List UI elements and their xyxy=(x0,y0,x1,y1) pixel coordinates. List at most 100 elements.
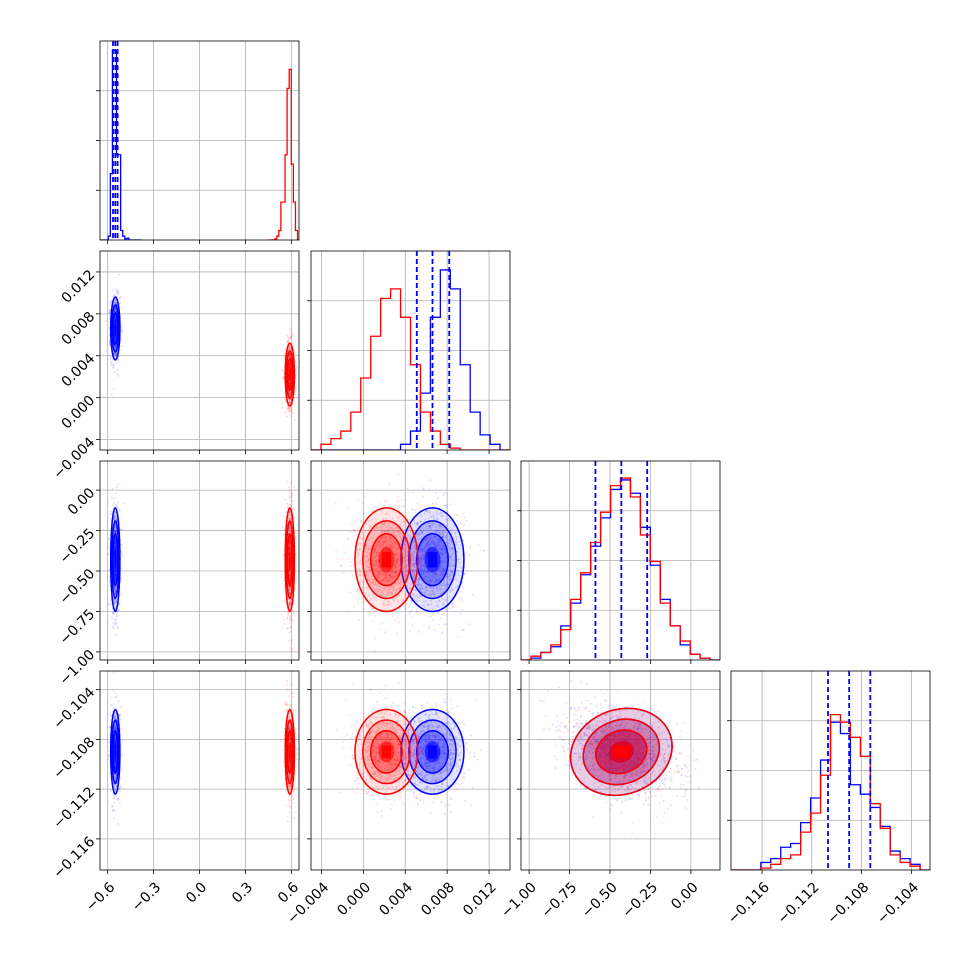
sample-point xyxy=(456,572,459,575)
sample-point xyxy=(425,589,428,592)
sample-point xyxy=(441,547,444,550)
sample-point xyxy=(438,584,441,587)
sample-point xyxy=(286,617,289,620)
sample-point xyxy=(437,518,440,521)
sample-point xyxy=(116,289,119,292)
sample-point xyxy=(443,504,446,507)
sample-point xyxy=(477,544,480,547)
sample-point xyxy=(288,363,291,366)
sample-point xyxy=(395,596,398,599)
sample-point xyxy=(289,328,291,331)
sample-point xyxy=(114,586,116,589)
sample-point xyxy=(394,598,397,601)
sample-point xyxy=(429,527,432,530)
sample-point xyxy=(289,347,291,350)
sample-point xyxy=(115,486,118,489)
sample-point xyxy=(289,337,292,340)
sample-point xyxy=(402,520,405,523)
sample-point xyxy=(411,593,414,596)
sample-point xyxy=(115,354,117,357)
sample-point xyxy=(114,307,117,310)
sample-point xyxy=(420,591,423,594)
sample-point xyxy=(288,383,291,386)
sample-point xyxy=(417,544,419,546)
sample-point xyxy=(399,580,402,583)
sample-point xyxy=(288,338,290,341)
sample-point xyxy=(421,541,424,544)
sample-point xyxy=(463,573,466,576)
sample-point xyxy=(353,606,356,609)
sample-point xyxy=(290,642,293,645)
sample-point xyxy=(114,590,117,593)
sample-point xyxy=(110,299,113,302)
sample-point xyxy=(448,545,451,548)
sample-point xyxy=(479,549,482,552)
sample-point xyxy=(112,364,115,367)
sample-point xyxy=(395,553,397,556)
sample-point xyxy=(107,553,110,556)
sample-point xyxy=(427,574,430,577)
sample-point xyxy=(366,586,369,589)
sample-point xyxy=(108,603,111,606)
sample-point xyxy=(461,609,464,612)
sample-point xyxy=(448,549,451,552)
sample-point xyxy=(413,521,416,524)
sample-point xyxy=(114,318,117,320)
sample-point xyxy=(415,608,418,611)
sample-point xyxy=(293,500,296,503)
sample-point xyxy=(111,295,114,298)
sample-point xyxy=(361,601,364,603)
sample-point xyxy=(397,601,399,604)
sample-point xyxy=(110,393,113,396)
sample-point xyxy=(288,495,291,498)
sample-point xyxy=(113,294,116,297)
sample-point xyxy=(113,529,116,532)
sample-point xyxy=(457,547,460,550)
sample-point xyxy=(374,560,377,563)
sample-point xyxy=(114,315,117,318)
sample-point xyxy=(369,606,371,608)
sample-point xyxy=(419,585,421,588)
sample-point xyxy=(446,575,449,578)
sample-point xyxy=(445,623,448,626)
sample-point xyxy=(289,514,292,516)
sample-point xyxy=(388,529,391,532)
sample-point xyxy=(288,618,291,621)
sample-point xyxy=(440,512,443,514)
sample-point xyxy=(112,366,115,369)
sample-point xyxy=(421,487,424,490)
sample-point xyxy=(414,561,417,564)
sample-point xyxy=(289,530,292,533)
sample-point xyxy=(114,600,117,603)
sample-point xyxy=(401,538,404,541)
density-peak xyxy=(427,551,438,568)
sample-point xyxy=(283,355,286,358)
sample-point xyxy=(437,524,440,527)
sample-point xyxy=(455,543,458,546)
sample-point xyxy=(417,533,420,536)
sample-point xyxy=(436,574,439,577)
sample-point xyxy=(114,572,117,575)
histogram-red xyxy=(311,288,510,450)
sample-point xyxy=(404,551,407,554)
sample-point xyxy=(443,492,446,495)
sample-point xyxy=(286,341,289,344)
sample-point xyxy=(116,289,119,292)
sample-point xyxy=(450,570,453,573)
sample-point xyxy=(430,580,433,583)
sample-point xyxy=(427,604,430,607)
sample-point xyxy=(422,550,425,553)
sample-point xyxy=(114,541,117,544)
sample-point xyxy=(284,411,287,413)
sample-point xyxy=(114,307,117,310)
sample-point xyxy=(468,553,470,556)
sample-point xyxy=(110,355,113,358)
sample-point xyxy=(114,337,117,339)
sample-point xyxy=(393,546,396,549)
sample-point xyxy=(382,579,385,582)
sample-point xyxy=(422,528,425,531)
sample-point xyxy=(426,585,429,588)
sample-point xyxy=(389,574,392,577)
sample-point xyxy=(439,571,442,574)
